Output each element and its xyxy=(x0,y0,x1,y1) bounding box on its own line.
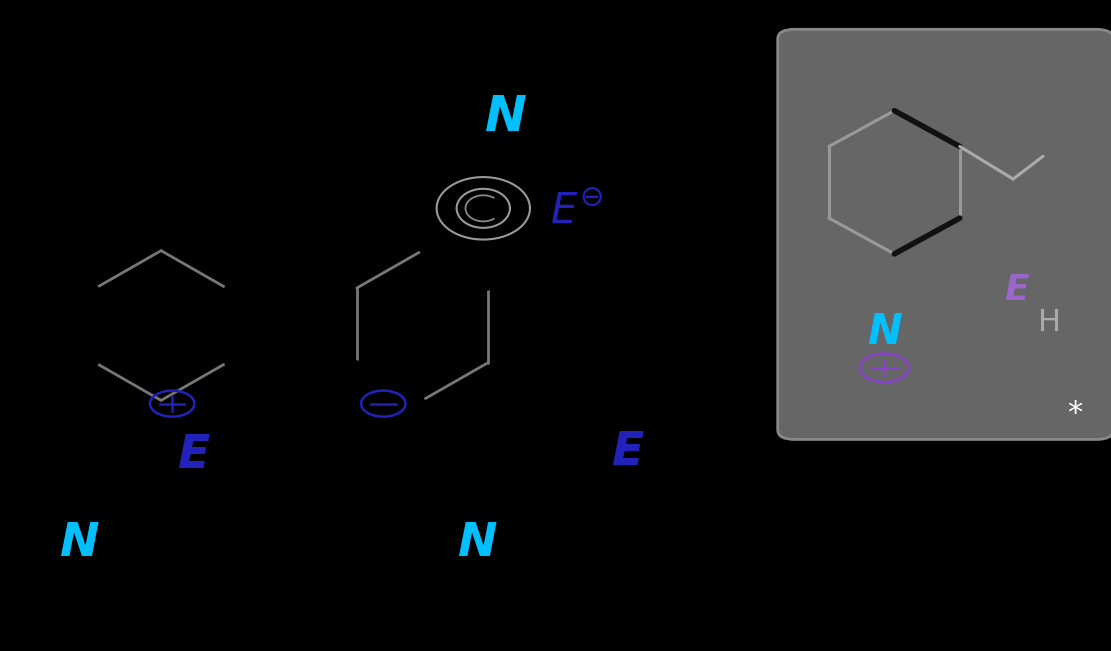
Text: H: H xyxy=(1039,308,1061,337)
Text: $E^{\ominus}$: $E^{\ominus}$ xyxy=(550,191,603,232)
FancyBboxPatch shape xyxy=(778,29,1111,439)
Text: E: E xyxy=(611,430,644,475)
Text: *: * xyxy=(1067,399,1082,428)
Text: N: N xyxy=(60,521,100,566)
Text: E: E xyxy=(178,433,211,478)
Text: N: N xyxy=(458,521,498,566)
Text: E: E xyxy=(1004,273,1029,307)
Text: N: N xyxy=(484,93,527,141)
Text: N: N xyxy=(867,311,902,353)
